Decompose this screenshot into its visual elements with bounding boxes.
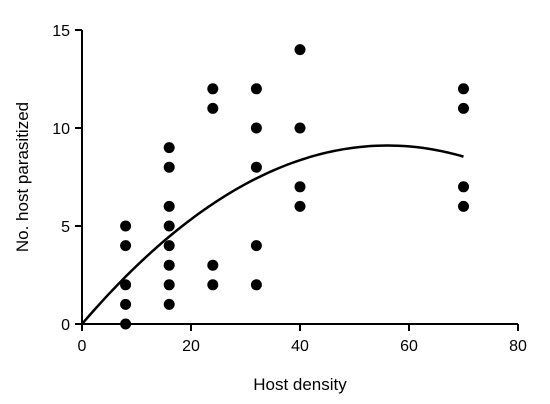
y-axis-ticks: 0 5 10 15 [52, 23, 82, 334]
data-point [120, 220, 132, 232]
data-point [120, 279, 132, 291]
data-point [163, 142, 175, 154]
data-point [250, 161, 262, 173]
x-tick-label: 80 [509, 338, 527, 355]
y-tick-label: 5 [61, 219, 70, 236]
data-point [458, 181, 469, 193]
x-tick-label: 40 [291, 338, 309, 355]
data-point [120, 240, 132, 252]
data-point [163, 279, 175, 291]
data-point [120, 318, 132, 330]
data-point [458, 200, 469, 212]
data-point [207, 83, 219, 95]
data-point [163, 220, 175, 232]
data-point [163, 200, 175, 212]
data-point [294, 200, 306, 212]
data-point [458, 83, 469, 95]
data-point [207, 259, 219, 271]
data-point [250, 83, 262, 95]
data-point [207, 279, 219, 291]
data-point [294, 122, 306, 134]
data-point [250, 122, 262, 134]
data-point [294, 181, 306, 193]
data-points [120, 44, 469, 330]
x-axis-title: Host density [253, 375, 347, 394]
data-point [163, 161, 175, 173]
data-point [163, 298, 175, 310]
x-tick-label: 60 [400, 338, 418, 355]
data-point [163, 259, 175, 271]
y-tick-label: 15 [52, 23, 70, 40]
data-point [458, 102, 469, 114]
y-axis-title: No. host parasitized [13, 102, 32, 252]
x-axis-ticks: 0 20 40 60 80 [78, 324, 527, 355]
fit-curve [81, 144, 464, 325]
data-point [163, 240, 175, 252]
x-tick-label: 0 [78, 338, 87, 355]
y-tick-label: 0 [61, 317, 70, 334]
x-tick-label: 20 [182, 338, 200, 355]
y-tick-label: 10 [52, 121, 70, 138]
data-point [120, 298, 132, 310]
data-point [250, 240, 262, 252]
data-point [294, 44, 306, 56]
data-point [207, 102, 219, 114]
data-point [250, 279, 262, 291]
